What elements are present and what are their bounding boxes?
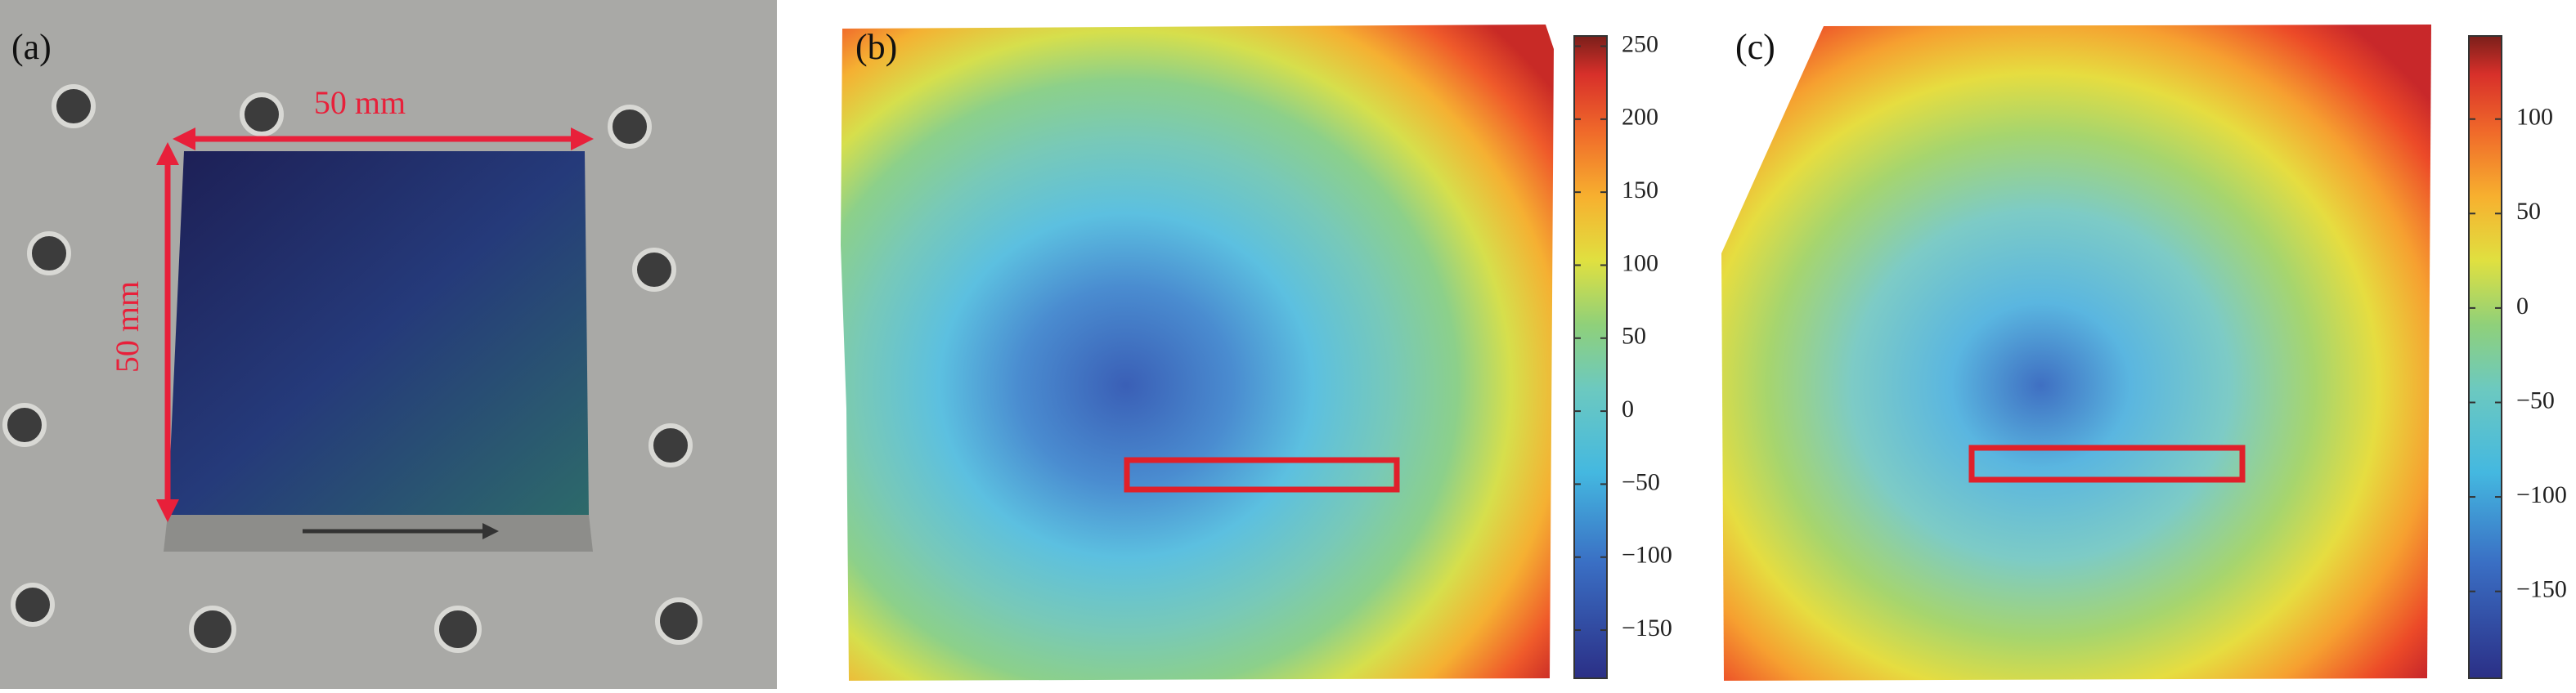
tick-label: −100 — [2516, 481, 2567, 508]
tick-label: 250 — [1622, 30, 1658, 57]
tick-label: 200 — [1622, 104, 1658, 131]
photo: 50 mm 50 mm (a) — [0, 0, 777, 689]
tick-label: 50 — [1622, 323, 1646, 350]
tick-label: −150 — [1622, 615, 1672, 642]
colorbar — [1573, 35, 1608, 679]
region-box — [1124, 457, 1400, 493]
height-map: (c) — [1721, 25, 2431, 681]
panel-label: (b) — [855, 27, 897, 67]
dimension-label: 50 mm — [314, 84, 406, 121]
tick-label: −50 — [1622, 468, 1660, 495]
panel-label: (a) — [11, 27, 52, 67]
tick-label: 100 — [1622, 249, 1658, 276]
height-map: (b) — [841, 25, 1554, 681]
tick-label: 0 — [2516, 293, 2529, 320]
tick-label: 100 — [2516, 104, 2553, 131]
tick-label: 0 — [1622, 396, 1634, 423]
region-box — [1968, 445, 2246, 483]
tick-label: −100 — [1622, 542, 1672, 569]
dimension-label: 50 mm — [109, 281, 146, 373]
colorbar — [2468, 35, 2502, 679]
tick-label: 50 — [2516, 198, 2541, 225]
tick-label: 150 — [1622, 177, 1658, 203]
tick-label: −150 — [2516, 576, 2567, 603]
panel-label: (c) — [1735, 27, 1775, 67]
tick-label: −50 — [2516, 387, 2555, 414]
